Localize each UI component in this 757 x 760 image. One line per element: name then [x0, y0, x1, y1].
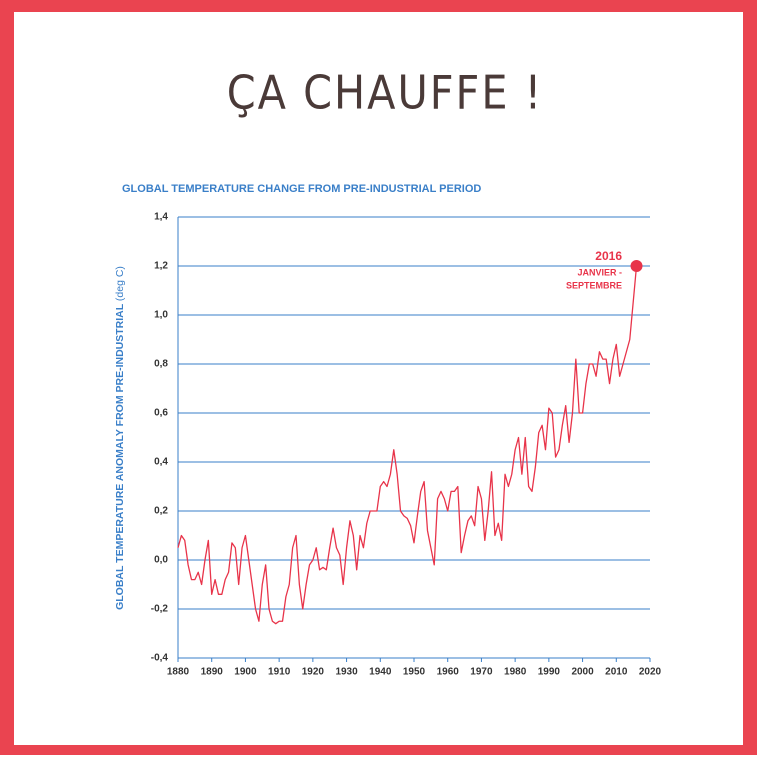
x-tick-label: 1980: [504, 667, 527, 678]
x-tick-label: 1950: [403, 667, 426, 678]
annotation-title: 2016: [595, 249, 622, 263]
chart-title: GLOBAL TEMPERATURE CHANGE FROM PRE-INDUS…: [122, 183, 481, 195]
x-tick-label: 1910: [268, 667, 291, 678]
x-tick-label: 1880: [167, 667, 190, 678]
x-tick-label: 2020: [639, 667, 662, 678]
y-label-unit: (deg C): [114, 266, 126, 301]
y-label: GLOBAL TEMPERATURE ANOMALY FROM PRE-INDU…: [114, 266, 126, 610]
x-tick-label: 1900: [234, 667, 257, 678]
y-tick-label: 0,2: [154, 506, 168, 517]
y-tick-label: 0,6: [154, 408, 168, 419]
y-tick-label: 0,0: [154, 555, 168, 566]
x-tick-label: 1890: [201, 667, 224, 678]
panel: [14, 12, 743, 745]
x-tick-label: 1930: [335, 667, 358, 678]
x-tick-label: 1970: [470, 667, 493, 678]
y-tick-label: -0,2: [151, 604, 169, 615]
x-tick-label: 2000: [571, 667, 594, 678]
y-tick-label: 0,4: [154, 457, 168, 468]
y-tick-label: 1,0: [154, 310, 168, 321]
x-tick-label: 1940: [369, 667, 392, 678]
y-tick-label: 1,4: [154, 212, 168, 223]
y-label-text: GLOBAL TEMPERATURE ANOMALY FROM PRE-INDU…: [114, 303, 126, 610]
heading: ÇA CHAUFFE !: [227, 66, 543, 120]
annotation-line: JANVIER -: [577, 267, 622, 277]
y-tick-label: -0,4: [151, 653, 169, 664]
x-tick-label: 1990: [538, 667, 561, 678]
y-tick-label: 1,2: [154, 261, 168, 272]
line: [177, 265, 638, 625]
x-tick-label: 2010: [605, 667, 628, 678]
highlight-point: [630, 260, 643, 272]
annotation-line: SEPTEMBRE: [566, 280, 622, 290]
x-tick-label: 1920: [302, 667, 325, 678]
y-tick-label: 0,8: [154, 359, 168, 370]
x-tick-label: 1960: [437, 667, 460, 678]
